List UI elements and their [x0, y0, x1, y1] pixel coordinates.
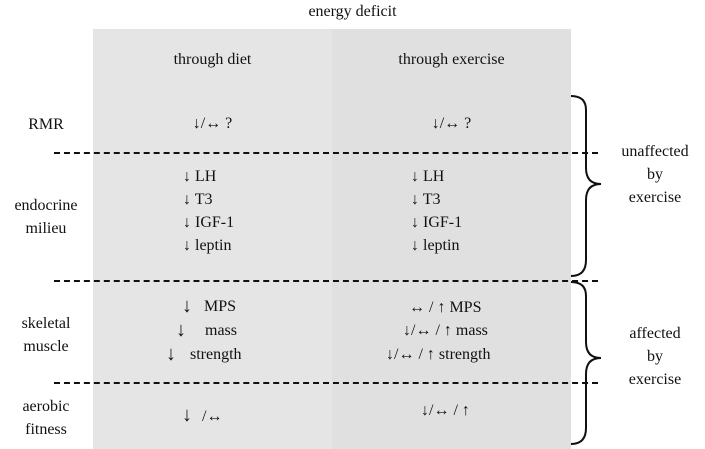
endocrine-diet-lh: ↓ LH — [183, 168, 217, 185]
brace-unaffected — [570, 95, 602, 277]
diagram-title: energy deficit — [308, 3, 397, 20]
row-label-skeletal-line2: muscle — [23, 338, 69, 355]
skeletal-exercise-strength: ↓/↔ / ↑ strength — [386, 346, 491, 363]
row-label-skeletal-line1: skeletal — [21, 315, 71, 332]
aerobic-diet-rest: /↔ — [202, 408, 223, 425]
skeletal-diet-mps-label: MPS — [204, 298, 237, 315]
column-header-diet: through diet — [173, 51, 252, 68]
side-label-affected-line1: affected — [629, 325, 681, 342]
row-divider-1 — [54, 152, 598, 154]
side-label-unaffected-line1: unaffected — [621, 143, 689, 160]
rmr-exercise-value: ↓/↔ ? — [431, 115, 472, 132]
side-label-unaffected-line3: exercise — [628, 189, 682, 206]
column-header-exercise: through exercise — [398, 51, 505, 68]
endocrine-exercise-lh: ↓ LH — [411, 168, 445, 185]
skeletal-exercise-mps: ↔ / ↑ MPS — [409, 299, 482, 316]
brace-affected — [570, 281, 602, 445]
skeletal-diet-mass-arrow: ↓ — [176, 319, 186, 341]
skeletal-exercise-mass: ↓/↔ / ↑ mass — [403, 322, 488, 339]
endocrine-diet-t3: ↓ T3 — [183, 191, 213, 208]
aerobic-diet-arrow: ↓ — [182, 404, 192, 426]
aerobic-exercise-value: ↓/↔ / ↑ — [421, 402, 470, 419]
endocrine-exercise-leptin: ↓ leptin — [411, 237, 460, 254]
endocrine-diet-igf1: ↓ IGF-1 — [183, 214, 235, 231]
row-label-endocrine-line1: endocrine — [14, 197, 78, 214]
exercise-column-shading — [332, 29, 571, 449]
row-divider-2 — [54, 280, 598, 282]
row-label-rmr: RMR — [28, 116, 64, 133]
skeletal-diet-strength-arrow: ↓ — [166, 343, 176, 365]
row-divider-3 — [54, 382, 598, 384]
skeletal-diet-mps-arrow: ↓ — [182, 295, 192, 317]
rmr-diet-value: ↓/↔ ? — [192, 115, 233, 132]
endocrine-diet-leptin: ↓ leptin — [183, 237, 232, 254]
row-label-aerobic-line1: aerobic — [22, 398, 70, 415]
skeletal-diet-strength-label: strength — [190, 346, 242, 363]
side-label-unaffected-line2: by — [647, 166, 663, 183]
row-label-aerobic-line2: fitness — [25, 421, 67, 438]
side-label-affected-line2: by — [647, 348, 663, 365]
endocrine-exercise-igf1: ↓ IGF-1 — [411, 214, 463, 231]
row-label-endocrine-line2: milieu — [25, 220, 67, 237]
side-label-affected-line3: exercise — [628, 371, 682, 388]
skeletal-diet-mass-label: mass — [205, 322, 237, 339]
endocrine-exercise-t3: ↓ T3 — [411, 191, 441, 208]
diet-column-shading — [93, 29, 332, 449]
